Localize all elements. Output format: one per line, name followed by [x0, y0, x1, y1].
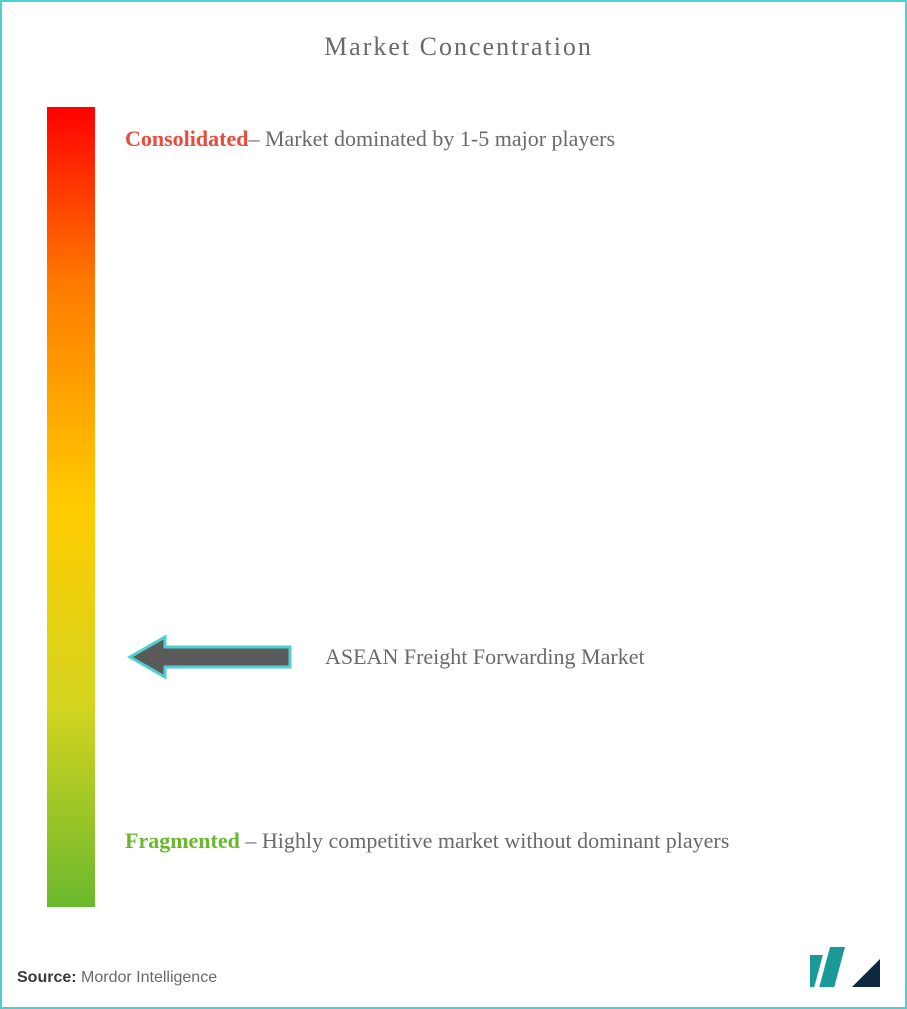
fragmented-description: – Highly competitive market without domi…	[240, 828, 729, 853]
chart-title: Market Concentration	[32, 32, 885, 62]
concentration-gradient-bar	[47, 107, 95, 907]
marker-block: ASEAN Freight Forwarding Market	[125, 632, 645, 682]
source-text: Mordor Intelligence	[77, 969, 218, 986]
consolidated-label: Consolidated	[125, 126, 248, 151]
consolidated-description: – Market dominated by 1-5 major players	[248, 126, 615, 151]
source-prefix: Source:	[17, 969, 77, 986]
text-area: Consolidated– Market dominated by 1-5 ma…	[95, 97, 885, 917]
marker-label: ASEAN Freight Forwarding Market	[325, 644, 645, 670]
mordor-logo-icon	[810, 947, 880, 987]
fragmented-block: Fragmented – Highly competitive market w…	[125, 817, 865, 865]
arrow-left-icon	[125, 632, 295, 682]
content-area: Consolidated– Market dominated by 1-5 ma…	[32, 97, 885, 917]
consolidated-block: Consolidated– Market dominated by 1-5 ma…	[125, 115, 865, 163]
fragmented-label: Fragmented	[125, 828, 240, 853]
source-attribution: Source: Mordor Intelligence	[17, 969, 217, 987]
